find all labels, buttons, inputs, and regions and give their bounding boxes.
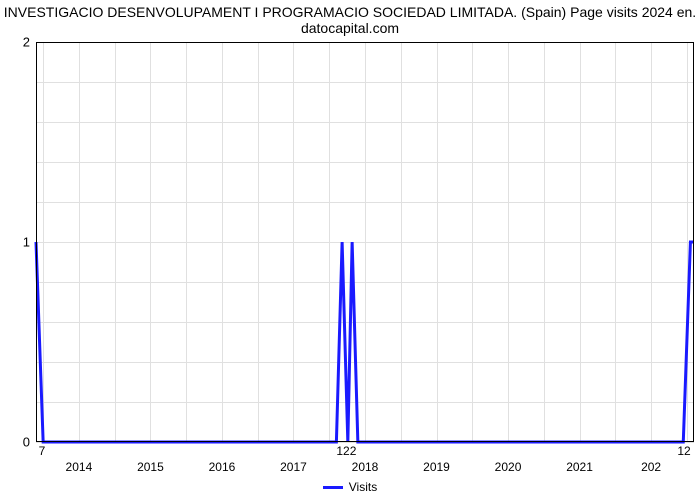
x-tick-label: 2016 bbox=[209, 460, 236, 474]
series-line bbox=[36, 242, 694, 442]
x-tick-label: 2015 bbox=[137, 460, 164, 474]
legend-swatch bbox=[323, 486, 343, 489]
x-tick-label: 2020 bbox=[495, 460, 522, 474]
annotation-label: 12 bbox=[677, 444, 690, 458]
x-tick-label: 2021 bbox=[566, 460, 593, 474]
chart-title-line2: datocapital.com bbox=[301, 20, 399, 36]
chart-title: INVESTIGACIO DESENVOLUPAMENT I PROGRAMAC… bbox=[0, 4, 700, 36]
annotation-label: 7 bbox=[39, 444, 46, 458]
plot-area bbox=[36, 42, 694, 442]
x-tick-label: 202 bbox=[641, 460, 661, 474]
series-svg bbox=[36, 42, 694, 442]
x-tick-label: 2014 bbox=[66, 460, 93, 474]
legend-label: Visits bbox=[349, 480, 377, 494]
y-tick-label: 1 bbox=[12, 235, 30, 250]
chart-title-line1: INVESTIGACIO DESENVOLUPAMENT I PROGRAMAC… bbox=[4, 4, 696, 20]
x-tick-label: 2018 bbox=[352, 460, 379, 474]
x-tick-label: 2017 bbox=[280, 460, 307, 474]
y-tick-label: 0 bbox=[12, 435, 30, 450]
y-tick-label: 2 bbox=[12, 35, 30, 50]
legend: Visits bbox=[0, 480, 700, 494]
x-tick-label: 2019 bbox=[423, 460, 450, 474]
annotation-label: 122 bbox=[336, 444, 356, 458]
